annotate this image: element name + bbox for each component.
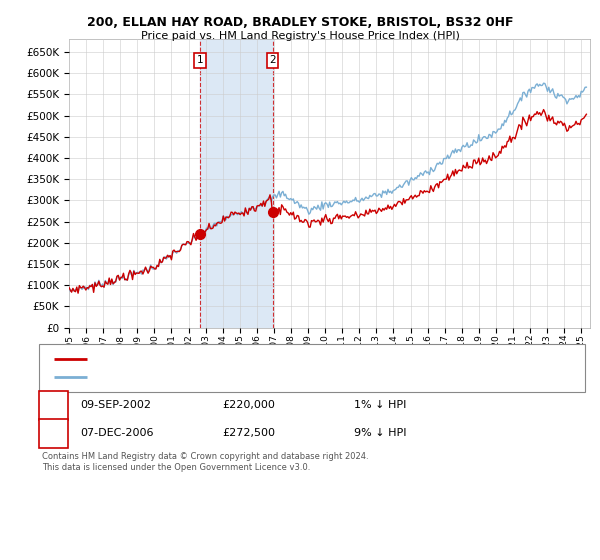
Text: 9% ↓ HPI: 9% ↓ HPI [354,428,407,438]
Bar [200,39,272,328]
Text: 2: 2 [50,428,57,438]
Text: 1: 1 [197,55,203,66]
Text: 1% ↓ HPI: 1% ↓ HPI [354,400,406,410]
Text: 200, ELLAN HAY ROAD, BRADLEY STOKE, BRISTOL, BS32 0HF: 200, ELLAN HAY ROAD, BRADLEY STOKE, BRIS… [87,16,513,29]
Text: 07-DEC-2006: 07-DEC-2006 [80,428,154,438]
Text: 200, ELLAN HAY ROAD, BRADLEY STOKE, BRISTOL, BS32 0HF (detached house): 200, ELLAN HAY ROAD, BRADLEY STOKE, BRIS… [93,354,480,364]
Text: £220,000: £220,000 [222,400,275,410]
Text: 09-SEP-2002: 09-SEP-2002 [80,400,151,410]
Text: 1: 1 [50,400,57,410]
Text: £272,500: £272,500 [222,428,275,438]
Text: Price paid vs. HM Land Registry's House Price Index (HPI): Price paid vs. HM Land Registry's House … [140,31,460,41]
Text: HPI: Average price, detached house, South Gloucestershire: HPI: Average price, detached house, Sout… [93,372,382,382]
Text: 2: 2 [269,55,276,66]
Text: Contains HM Land Registry data © Crown copyright and database right 2024.
This d: Contains HM Land Registry data © Crown c… [42,452,368,472]
